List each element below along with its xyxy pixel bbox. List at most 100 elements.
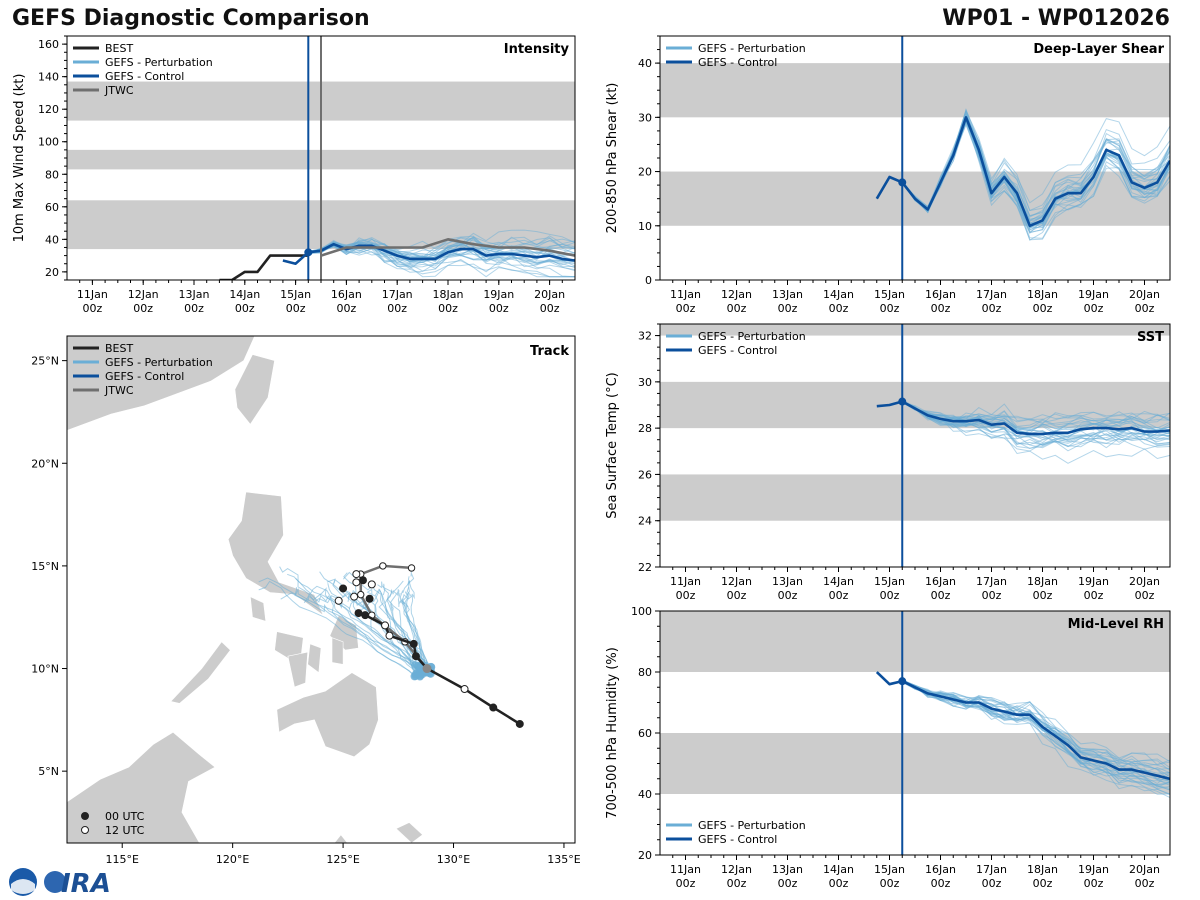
perturbation-line xyxy=(308,243,575,278)
y-tick-label: 100 xyxy=(631,605,652,618)
y-axis-label: 200-850 hPa Shear (kt) xyxy=(605,83,620,234)
init-marker xyxy=(898,178,907,187)
threshold-band xyxy=(660,611,1170,672)
y-tick-label: 22 xyxy=(638,561,652,574)
x-tick-label: 00z xyxy=(489,302,509,315)
x-tick-label: 20Jan xyxy=(1129,288,1160,301)
legend-label: GEFS - Control xyxy=(105,370,184,383)
y-tick-label: 100 xyxy=(38,136,59,149)
x-tick-label: 16Jan xyxy=(925,575,956,588)
x-tick-label: 14Jan xyxy=(823,575,854,588)
best-track-point xyxy=(334,596,343,605)
jtwc-track-point xyxy=(357,590,365,599)
y-tick-label: 10 xyxy=(638,220,652,233)
x-tick-label: 00z xyxy=(133,302,153,315)
x-tick-label: 18Jan xyxy=(1027,288,1058,301)
init-marker xyxy=(898,397,907,406)
y-tick-label: 20 xyxy=(638,166,652,179)
legend-point-swatch xyxy=(81,812,89,820)
y-tick-label: 80 xyxy=(638,666,652,679)
map-frame xyxy=(66,335,576,844)
best-track-point xyxy=(354,609,363,618)
land-sulawesi xyxy=(243,834,348,843)
y-tick-label: 32 xyxy=(638,330,652,343)
legend-label: GEFS - Perturbation xyxy=(698,330,806,343)
perturbation-line xyxy=(308,242,575,278)
x-tick-label: 12Jan xyxy=(721,288,752,301)
y-tick-label: 60 xyxy=(45,201,59,214)
x-tick-label: 16Jan xyxy=(925,863,956,876)
lon-tick-label: 115°E xyxy=(105,853,138,866)
land-negros xyxy=(287,651,309,688)
init-marker xyxy=(898,677,907,686)
land-taiwan xyxy=(234,354,275,425)
x-tick-label: 00z xyxy=(1084,302,1104,315)
legend-label: GEFS - Perturbation xyxy=(698,819,806,832)
chart-track: 115°E 120°E 125°E 130°E 135°E 5°N 10°N 15°N 20°N… xyxy=(31,335,581,866)
land-luzon xyxy=(227,491,324,617)
x-tick-label: 00z xyxy=(931,877,951,890)
x-tick-label: 00z xyxy=(1084,877,1104,890)
legend-label: 00 UTC xyxy=(105,810,145,823)
cira-noaa-logo: IRA xyxy=(9,868,111,898)
x-tick-label: 17Jan xyxy=(976,863,1007,876)
legend-label: JTWC xyxy=(104,384,134,397)
x-tick-label: 12Jan xyxy=(128,288,159,301)
cira-globe-icon xyxy=(44,871,66,893)
perturbation-track xyxy=(366,588,417,675)
perturbation-line xyxy=(901,116,1170,239)
plot-area-shear xyxy=(660,36,1170,280)
perturbation-start-point xyxy=(415,665,424,674)
x-tick-label: 00z xyxy=(880,589,900,602)
x-tick-label: 00z xyxy=(778,302,798,315)
x-tick-label: 15Jan xyxy=(280,288,311,301)
perturbation-line xyxy=(902,401,1170,452)
lat-tick-label: 25°N xyxy=(31,355,59,368)
chart-rh: 2040608010011Jan00z12Jan00z13Jan00z14Jan… xyxy=(605,605,1171,890)
best-track-point xyxy=(411,652,420,661)
x-tick-label: 17Jan xyxy=(976,575,1007,588)
x-tick-label: 11Jan xyxy=(670,575,701,588)
perturbation-line xyxy=(902,680,1170,788)
legend-label: GEFS - Control xyxy=(105,70,184,83)
x-tick-label: 20Jan xyxy=(534,288,565,301)
x-tick-label: 00z xyxy=(1135,877,1155,890)
x-tick-label: 15Jan xyxy=(874,288,905,301)
x-tick-label: 19Jan xyxy=(1078,288,1109,301)
jtwc-track-point xyxy=(379,562,387,570)
x-tick-label: 14Jan xyxy=(229,288,260,301)
y-tick-label: 40 xyxy=(638,57,652,70)
perturbation-line xyxy=(308,237,575,258)
map-area xyxy=(67,336,524,843)
x-tick-label: 19Jan xyxy=(1078,575,1109,588)
best-track-point xyxy=(367,580,376,589)
best-track-line xyxy=(358,611,521,725)
lat-tick-label: 10°N xyxy=(31,663,59,676)
legend-point-swatch xyxy=(81,826,89,834)
lon-tick-label: 135°E xyxy=(547,853,580,866)
x-tick-label: 00z xyxy=(676,877,696,890)
jtwc-track-point xyxy=(407,564,416,572)
x-tick-label: 00z xyxy=(727,589,747,602)
init-marker xyxy=(304,248,313,257)
plot-area-sst xyxy=(660,324,1170,567)
perturbation-track xyxy=(383,583,431,674)
y-tick-label: 40 xyxy=(638,788,652,801)
y-tick-label: 30 xyxy=(638,376,652,389)
perturbation-track xyxy=(407,576,428,673)
best-track-point xyxy=(365,594,374,603)
legend-label: JTWC xyxy=(104,84,134,97)
best-track-point xyxy=(350,592,359,601)
x-tick-label: 00z xyxy=(931,589,951,602)
x-tick-label: 00z xyxy=(829,877,849,890)
x-tick-label: 17Jan xyxy=(382,288,413,301)
perturbation-line xyxy=(308,245,575,272)
x-tick-label: 00z xyxy=(676,302,696,315)
perturbation-line xyxy=(902,399,1170,464)
legend-label: 12 UTC xyxy=(105,824,145,837)
perturbation-line xyxy=(308,235,575,254)
land-borneo xyxy=(67,731,216,843)
legend-label: GEFS - Control xyxy=(698,56,777,69)
x-tick-label: 16Jan xyxy=(925,288,956,301)
land-palawan xyxy=(170,641,231,704)
